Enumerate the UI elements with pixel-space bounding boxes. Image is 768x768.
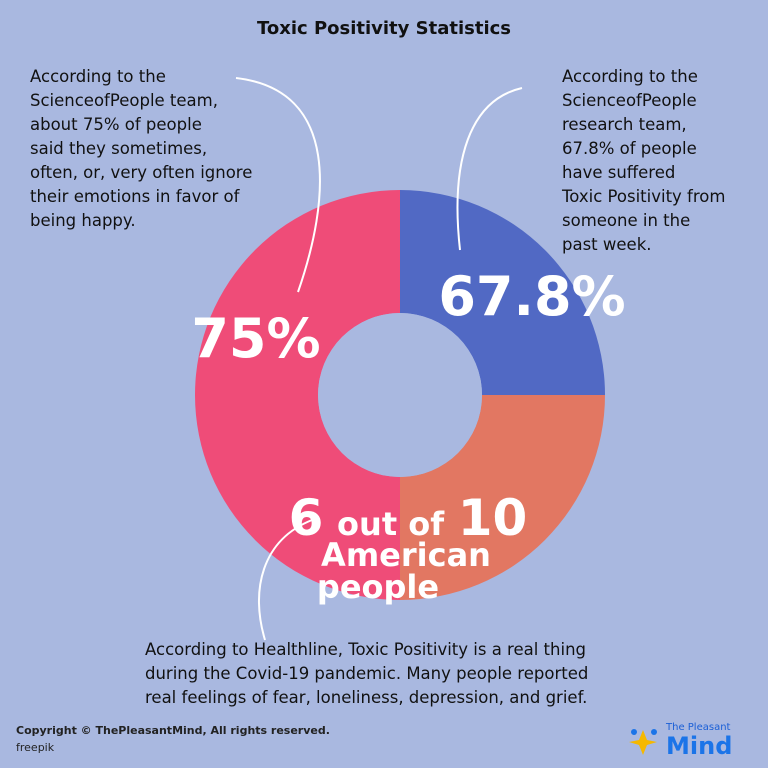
- note-left-line: According to the: [30, 67, 166, 86]
- note-left-line: ScienceofPeople team,: [30, 91, 218, 110]
- note-left-line: often, or, very often ignore: [30, 163, 253, 182]
- logo-text-big: Mind: [666, 732, 733, 760]
- note-left-line: being happy.: [30, 211, 136, 230]
- note-right-line: have suffered: [562, 163, 676, 182]
- note-left-line: about 75% of people: [30, 115, 202, 134]
- callout-line-bottom: [258, 519, 313, 641]
- note-right-line: According to the: [562, 67, 698, 86]
- sparkle-icon: [629, 729, 657, 755]
- note-right-line: past week.: [562, 235, 652, 254]
- note-right: According to the ScienceofPeople researc…: [562, 65, 725, 257]
- coral-number-10: 10: [458, 489, 528, 547]
- callout-line-left: [235, 77, 321, 293]
- donut-slice-blue: [400, 190, 605, 395]
- note-right-line: research team,: [562, 115, 687, 134]
- copyright-text: Copyright © ThePleasantMind, All rights …: [16, 724, 330, 737]
- credit-text: freepik: [16, 741, 55, 754]
- coral-number-6: 6: [289, 489, 324, 547]
- note-bottom-line: real feelings of fear, loneliness, depre…: [145, 688, 588, 707]
- note-right-line: Toxic Positivity from: [562, 187, 726, 206]
- note-bottom: According to Healthline, Toxic Positivit…: [145, 638, 588, 710]
- note-bottom-line: during the Covid-19 pandemic. Many peopl…: [145, 664, 589, 683]
- donut-hole: [318, 313, 482, 477]
- donut-slice-pink: [195, 190, 400, 600]
- logo-text-small: The Pleasant: [666, 722, 731, 733]
- slice-label-coral-line1: 6 out of 10: [289, 489, 528, 547]
- slice-label-blue: 67.8%: [438, 265, 625, 328]
- slice-label-pink: 75%: [191, 307, 320, 370]
- note-right-line: ScienceofPeople: [562, 91, 697, 110]
- coral-out-of: out of: [337, 505, 445, 543]
- brand-logo: The Pleasant Mind: [626, 722, 746, 762]
- donut-slice-coral: [400, 395, 605, 600]
- note-left-line: said they sometimes,: [30, 139, 208, 158]
- note-left-line: their emotions in favor of: [30, 187, 240, 206]
- chart-title: Toxic Positivity Statistics: [256, 18, 512, 39]
- note-left: According to the ScienceofPeople team, a…: [30, 65, 252, 233]
- slice-label-coral-line2: American: [321, 536, 491, 574]
- note-right-line: 67.8% of people: [562, 139, 697, 158]
- callout-line-right: [456, 87, 523, 251]
- slice-label-coral-line3: people: [317, 568, 439, 606]
- note-bottom-line: According to Healthline, Toxic Positivit…: [145, 640, 587, 659]
- note-right-line: someone in the: [562, 211, 691, 230]
